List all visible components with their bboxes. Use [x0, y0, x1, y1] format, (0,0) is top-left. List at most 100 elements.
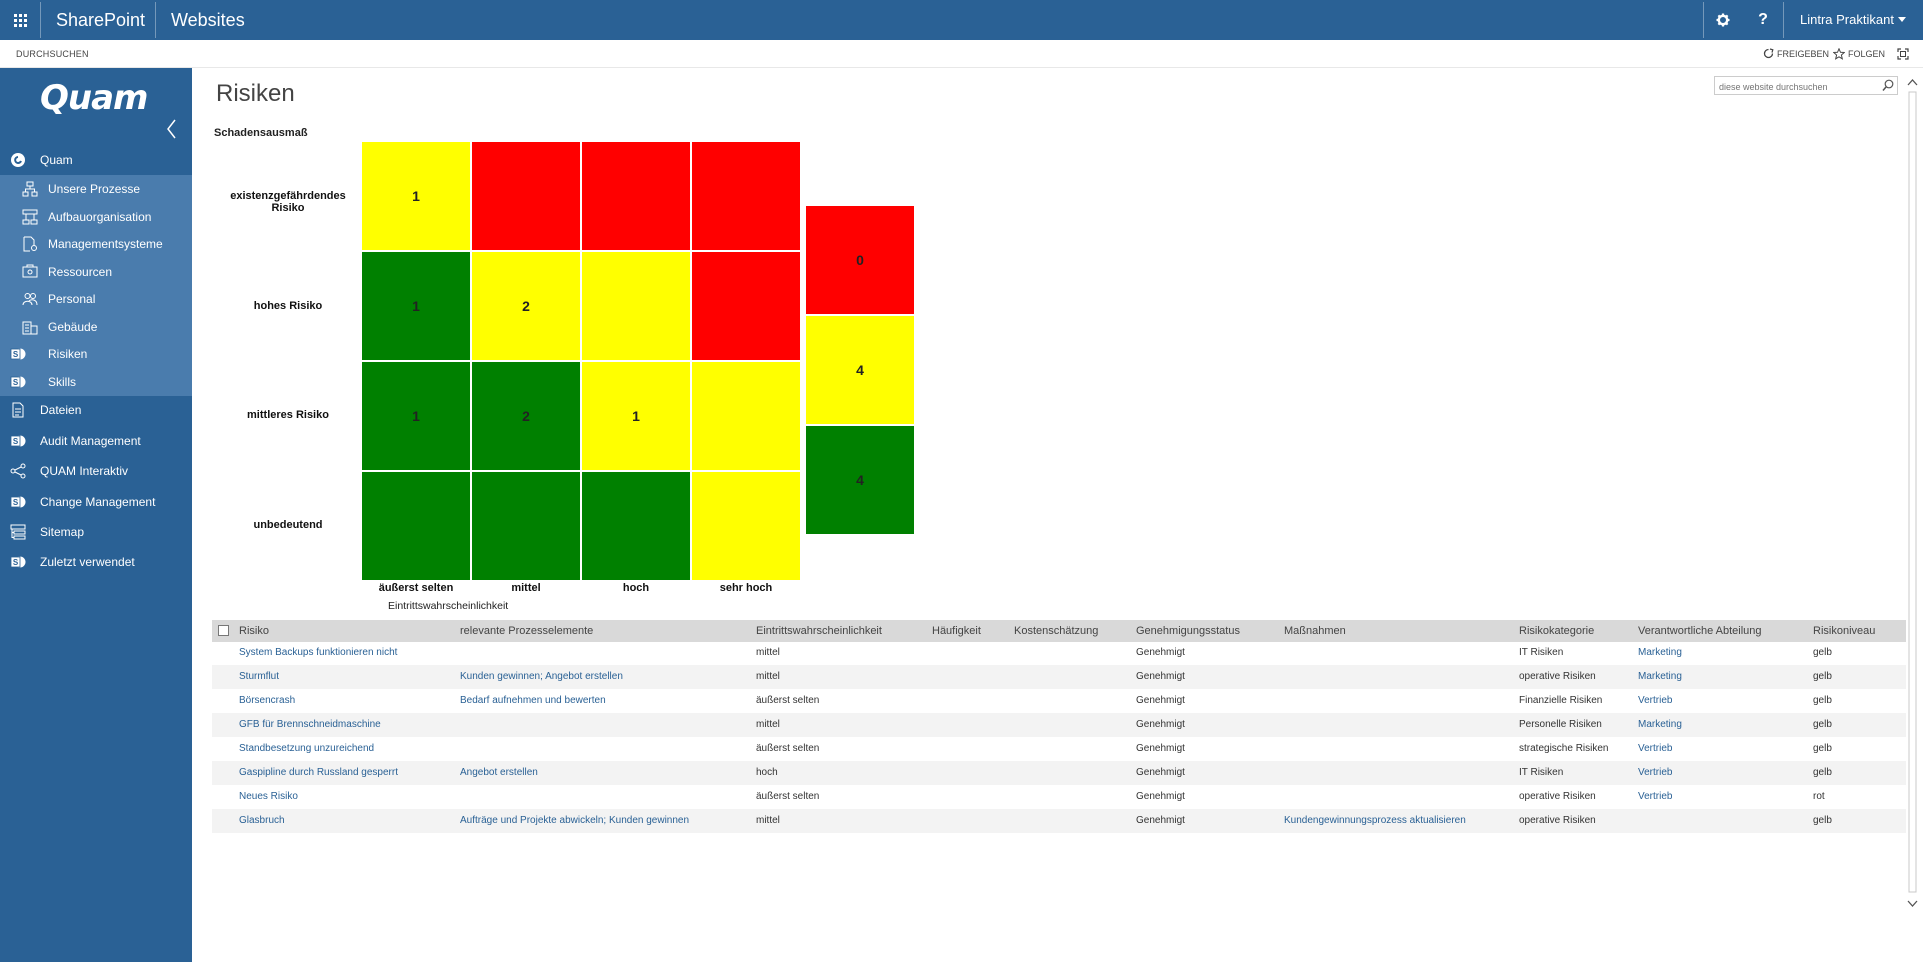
column-header-abteilung[interactable]: Verantwortliche Abteilung	[1638, 625, 1762, 637]
cell-risiko[interactable]: GFB für Brennschneidmaschine	[239, 719, 381, 730]
cell-prozess[interactable]: Bedarf aufnehmen und bewerten	[460, 695, 606, 706]
matrix-cell[interactable]: 1	[582, 362, 690, 470]
user-menu[interactable]: Lintra Praktikant	[1800, 12, 1894, 27]
matrix-cell[interactable]: 1	[362, 252, 470, 360]
column-header-risikokategorie[interactable]: Risikokategorie	[1519, 625, 1595, 637]
table-row[interactable]: Glasbruch Aufträge und Projekte abwickel…	[212, 809, 1906, 833]
summary-cell-yellow[interactable]: 4	[806, 316, 914, 424]
sharepoint-brand-link[interactable]: SharePoint	[56, 10, 146, 30]
column-header-prozesselemente[interactable]: relevante Prozesselemente	[460, 625, 594, 637]
table-row[interactable]: Neues Risiko äußerst selten Genehmigt op…	[212, 785, 1906, 809]
matrix-cell[interactable]	[582, 142, 690, 250]
follow-button[interactable]: FOLGEN	[1833, 48, 1885, 60]
nav-item-change-management[interactable]: S Change Management	[0, 488, 192, 516]
matrix-cell[interactable]: 2	[472, 362, 580, 470]
gear-icon	[1716, 13, 1730, 27]
matrix-cell[interactable]	[692, 362, 800, 470]
column-header-risiko[interactable]: Risiko	[239, 625, 269, 637]
cell-abteilung[interactable]: Marketing	[1638, 719, 1682, 730]
app-launcher-button[interactable]	[0, 0, 40, 40]
search-input[interactable]	[1715, 78, 1875, 96]
cell-abteilung[interactable]: Vertrieb	[1638, 743, 1673, 754]
help-button[interactable]: ?	[1743, 0, 1783, 40]
site-search-box[interactable]	[1714, 76, 1898, 96]
cell-risiko[interactable]: Glasbruch	[239, 815, 285, 826]
table-row[interactable]: Gaspipline durch Russland gesperrt Angeb…	[212, 761, 1906, 785]
cell-abteilung[interactable]: Marketing	[1638, 647, 1682, 658]
share-button[interactable]: FREIGEBEN	[1763, 48, 1829, 59]
matrix-cell[interactable]	[472, 142, 580, 250]
settings-button[interactable]	[1703, 0, 1743, 40]
column-header-massnahmen[interactable]: Maßnahmen	[1284, 625, 1346, 637]
matrix-cell[interactable]	[362, 472, 470, 580]
nav-item-quam[interactable]: Quam	[0, 146, 192, 174]
cell-risiko[interactable]: Standbesetzung unzureichend	[239, 743, 375, 754]
share-icon	[1763, 48, 1774, 59]
nav-item-quam-interaktiv[interactable]: QUAM Interaktiv	[0, 457, 192, 485]
matrix-cell[interactable]	[582, 472, 690, 580]
cell-prozess[interactable]: Kunden gewinnen; Angebot erstellen	[460, 671, 623, 682]
nav-item-risiken[interactable]: S Risiken	[0, 340, 192, 368]
matrix-cell[interactable]: 1	[362, 142, 470, 250]
nav-item-audit-management[interactable]: S Audit Management	[0, 427, 192, 455]
nav-label: Aufbauorganisation	[48, 210, 152, 224]
matrix-cell[interactable]	[692, 142, 800, 250]
table-row[interactable]: Standbesetzung unzureichend äußerst selt…	[212, 737, 1906, 761]
cell-risiko[interactable]: Sturmflut	[239, 671, 280, 682]
cell-abteilung[interactable]: Vertrieb	[1638, 791, 1673, 802]
cell-abteilung[interactable]: Vertrieb	[1638, 695, 1673, 706]
search-icon[interactable]	[1882, 79, 1894, 92]
summary-cell-green[interactable]: 4	[806, 426, 914, 534]
nav-item-aufbauorganisation[interactable]: Aufbauorganisation	[0, 203, 192, 231]
matrix-cell[interactable]	[472, 472, 580, 580]
cell-status: Genehmigt	[1136, 695, 1185, 706]
table-row[interactable]: System Backups funktionieren nicht mitte…	[212, 641, 1906, 665]
cell-massnahmen[interactable]: Kundengewinnungsprozess aktualisieren	[1284, 815, 1466, 826]
table-row[interactable]: Sturmflut Kunden gewinnen; Angebot erste…	[212, 665, 1906, 689]
matrix-cell[interactable]	[582, 252, 690, 360]
select-all-checkbox[interactable]	[218, 625, 229, 636]
column-header-eintrittswahrscheinlichkeit[interactable]: Eintrittswahrscheinlichkeit	[756, 625, 882, 637]
browse-tab[interactable]: DURCHSUCHEN	[16, 49, 89, 59]
nav-item-managementsysteme[interactable]: Managementsysteme	[0, 230, 192, 258]
column-header-risikoniveau[interactable]: Risikoniveau	[1813, 625, 1876, 637]
page-scrollbar[interactable]	[1906, 76, 1919, 910]
matrix-cell[interactable]	[692, 252, 800, 360]
nav-item-dateien[interactable]: Dateien	[0, 396, 192, 424]
sites-link[interactable]: Websites	[171, 10, 245, 30]
cell-risiko[interactable]: Gaspipline durch Russland gesperrt	[239, 767, 398, 778]
matrix-cell[interactable]	[692, 472, 800, 580]
nav-item-gebaeude[interactable]: Gebäude	[0, 313, 192, 341]
table-row[interactable]: GFB für Brennschneidmaschine mittel Gene…	[212, 713, 1906, 737]
cell-prozess[interactable]: Aufträge und Projekte abwickeln; Kunden …	[460, 815, 690, 826]
nav-item-zuletzt-verwendet[interactable]: S Zuletzt verwendet	[0, 548, 192, 576]
table-row[interactable]: Börsencrash Bedarf aufnehmen und bewerte…	[212, 689, 1906, 713]
nav-item-ressourcen[interactable]: Ressourcen	[0, 258, 192, 286]
column-header-kostenschaetzung[interactable]: Kostenschätzung	[1014, 625, 1099, 637]
cell-status: Genehmigt	[1136, 743, 1185, 754]
quam-logo[interactable]: Quam	[40, 78, 148, 118]
column-header-haeufigkeit[interactable]: Häufigkeit	[932, 625, 981, 637]
matrix-col-label: hoch	[622, 582, 650, 594]
nav-item-personal[interactable]: Personal	[0, 285, 192, 313]
sharepoint-icon: S	[10, 556, 26, 568]
cell-risiko[interactable]: System Backups funktionieren nicht	[239, 647, 398, 658]
suite-bar: SharePoint Websites ? Lintra Praktikant	[0, 0, 1923, 40]
cell-prozess[interactable]: Angebot erstellen	[460, 767, 538, 778]
nav-item-sitemap[interactable]: Sitemap	[0, 518, 192, 546]
nav-item-skills[interactable]: S Skills	[0, 368, 192, 396]
matrix-cell[interactable]: 2	[472, 252, 580, 360]
cell-risiko[interactable]: Börsencrash	[239, 695, 296, 706]
column-header-genehmigungsstatus[interactable]: Genehmigungsstatus	[1136, 625, 1240, 637]
cell-risiko[interactable]: Neues Risiko	[239, 791, 298, 802]
chevron-down-icon[interactable]	[1898, 17, 1906, 22]
collapse-nav-icon[interactable]	[164, 118, 180, 140]
cell-abteilung[interactable]: Marketing	[1638, 671, 1682, 682]
cell-wahrscheinlichkeit: äußerst selten	[756, 695, 820, 706]
cell-abteilung[interactable]: Vertrieb	[1638, 767, 1673, 778]
matrix-cell[interactable]: 1	[362, 362, 470, 470]
question-icon: ?	[1758, 11, 1768, 28]
summary-cell-red[interactable]: 0	[806, 206, 914, 314]
nav-item-unsere-prozesse[interactable]: Unsere Prozesse	[0, 175, 192, 203]
focus-content-button[interactable]	[1897, 48, 1909, 60]
